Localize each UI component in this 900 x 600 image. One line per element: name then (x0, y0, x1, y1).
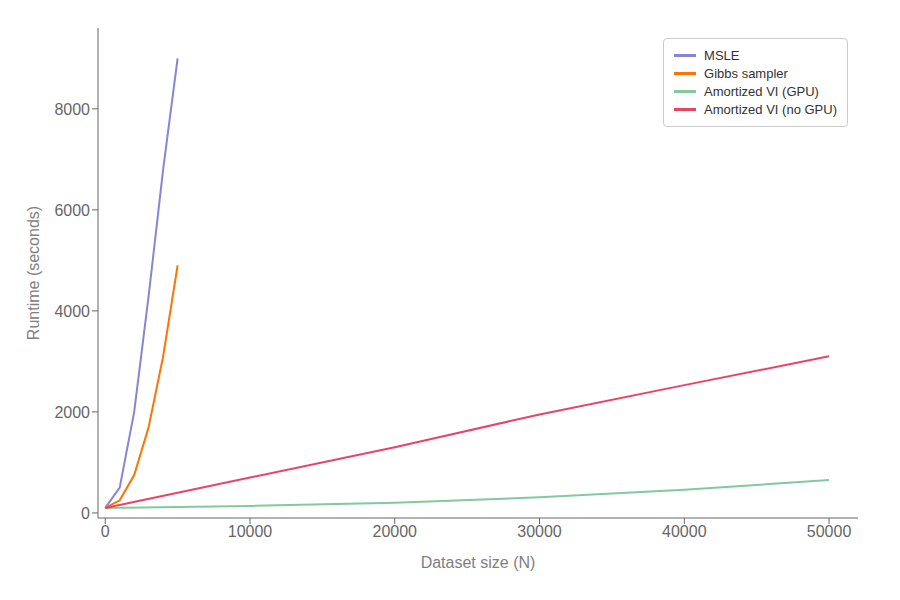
svg-text:4000: 4000 (54, 303, 90, 320)
html-text:MSLE: MSLE (704, 48, 740, 63)
html-text:Gibbs sampler: Gibbs sampler (704, 66, 788, 81)
svg-text:Runtime (seconds): Runtime (seconds) (25, 206, 42, 340)
svg-text:0: 0 (81, 505, 90, 522)
svg-text:0: 0 (101, 523, 110, 540)
svg-text:50000: 50000 (807, 523, 852, 540)
svg-text:20000: 20000 (373, 523, 418, 540)
svg-text:2000: 2000 (54, 404, 90, 421)
svg-text:10000: 10000 (228, 523, 273, 540)
svg-text:8000: 8000 (54, 101, 90, 118)
svg-text:40000: 40000 (662, 523, 707, 540)
svg-text:Dataset size (N): Dataset size (N) (421, 554, 536, 571)
html-text:Amortized VI (GPU): Amortized VI (GPU) (704, 84, 819, 99)
html-text:Amortized VI (no GPU): Amortized VI (no GPU) (704, 102, 837, 117)
svg-text:30000: 30000 (517, 523, 562, 540)
svg-text:6000: 6000 (54, 202, 90, 219)
